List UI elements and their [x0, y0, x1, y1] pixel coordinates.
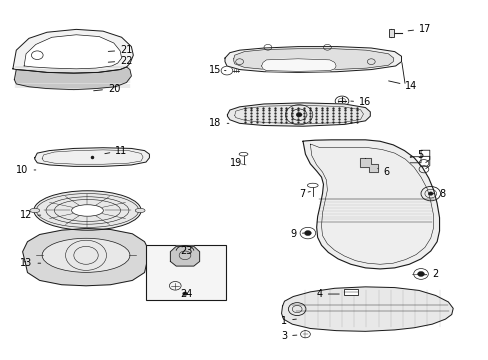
Circle shape [296, 113, 302, 117]
Text: 2: 2 [423, 269, 438, 279]
Text: 1: 1 [281, 316, 296, 325]
Text: 6: 6 [377, 167, 389, 177]
Text: 10: 10 [16, 165, 36, 175]
Polygon shape [24, 35, 122, 69]
Bar [388, 30, 393, 37]
Text: 8: 8 [433, 189, 445, 199]
Polygon shape [359, 158, 377, 172]
Text: 21: 21 [108, 45, 132, 55]
Text: 7: 7 [299, 189, 310, 199]
Text: 24: 24 [180, 289, 192, 299]
Polygon shape [261, 59, 335, 71]
Text: 13: 13 [20, 258, 41, 268]
Text: 12: 12 [20, 210, 41, 220]
Text: 5: 5 [409, 150, 423, 160]
Text: 19: 19 [229, 158, 242, 168]
Circle shape [417, 271, 424, 276]
Text: 22: 22 [108, 56, 132, 66]
Polygon shape [13, 30, 133, 73]
Polygon shape [303, 140, 439, 269]
Text: 16: 16 [350, 97, 370, 107]
Polygon shape [227, 103, 369, 126]
Polygon shape [224, 46, 401, 72]
Text: 3: 3 [281, 331, 296, 341]
Ellipse shape [135, 208, 145, 213]
Polygon shape [35, 148, 149, 166]
Polygon shape [281, 287, 452, 331]
Text: 9: 9 [290, 229, 304, 239]
Ellipse shape [34, 191, 141, 230]
Text: 18: 18 [209, 118, 228, 128]
Circle shape [427, 192, 432, 195]
Text: 14: 14 [388, 81, 417, 91]
Text: 11: 11 [104, 145, 127, 156]
Polygon shape [22, 228, 149, 286]
Ellipse shape [72, 205, 103, 216]
Text: 4: 4 [316, 289, 339, 299]
Bar [343, 289, 357, 295]
Text: 15: 15 [209, 64, 225, 75]
Text: 17: 17 [407, 24, 430, 34]
Polygon shape [233, 49, 393, 70]
Ellipse shape [42, 238, 130, 273]
Circle shape [304, 230, 311, 235]
Bar [146, 244, 226, 300]
Ellipse shape [30, 208, 40, 213]
Polygon shape [170, 246, 199, 266]
Circle shape [182, 292, 187, 296]
Text: 23: 23 [180, 246, 192, 256]
Text: 20: 20 [94, 84, 120, 94]
Ellipse shape [307, 183, 318, 188]
Ellipse shape [239, 152, 247, 156]
Polygon shape [14, 67, 131, 90]
